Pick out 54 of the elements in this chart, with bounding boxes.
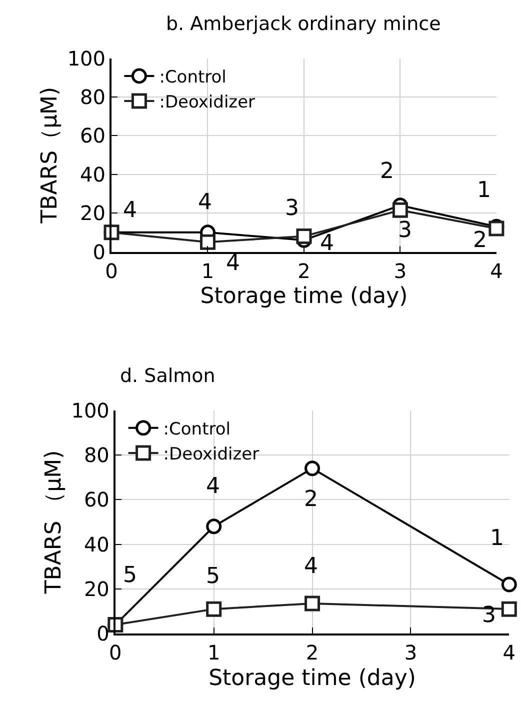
y-tick-label: 80 bbox=[80, 85, 106, 110]
x-tick-label: 3 bbox=[394, 258, 407, 283]
chart-title: d. Salmon bbox=[120, 365, 216, 387]
legend-label: :Deoxidizer bbox=[159, 92, 256, 113]
x-axis-title: Storage time (day) bbox=[208, 666, 416, 692]
point bbox=[501, 601, 517, 617]
point bbox=[392, 202, 408, 218]
chart-title: b. Amberjack ordinary mince bbox=[166, 13, 441, 35]
y-tick-label: 60 bbox=[84, 488, 110, 512]
y-tick-label: 0 bbox=[96, 622, 110, 646]
x-tick-label: 2 bbox=[298, 258, 310, 283]
y-tick-label: 20 bbox=[84, 576, 110, 601]
y-axis-title: TBARS （μM) bbox=[42, 450, 67, 595]
y-axis-title: TBARS（μM) bbox=[38, 86, 63, 224]
legend-label: :Deoxidizer bbox=[163, 444, 260, 465]
x-tick-label: 1 bbox=[201, 258, 214, 283]
annotation: 3 bbox=[482, 603, 496, 628]
annotation: 4 bbox=[198, 190, 212, 215]
annotation: 1 bbox=[477, 178, 491, 203]
y-tick-label: 40 bbox=[80, 162, 106, 186]
point bbox=[296, 228, 312, 244]
point bbox=[200, 234, 216, 250]
annotation: 2 bbox=[304, 487, 318, 512]
annotation: 3 bbox=[398, 218, 412, 243]
legend-label: :Control bbox=[159, 68, 226, 88]
x-tick-label: 2 bbox=[306, 640, 319, 665]
point bbox=[304, 596, 320, 612]
annotation: 4 bbox=[123, 198, 137, 223]
annotation: 2 bbox=[380, 159, 394, 184]
point bbox=[206, 601, 222, 617]
annotation: 2 bbox=[473, 228, 487, 253]
x-tick-label: 3 bbox=[404, 640, 418, 665]
x-tick-label: 1 bbox=[207, 640, 220, 665]
point bbox=[206, 518, 222, 534]
y-tick-label: 60 bbox=[80, 124, 106, 148]
point bbox=[501, 576, 517, 592]
annotation: 4 bbox=[304, 554, 318, 579]
legend-label: :Control bbox=[163, 419, 230, 440]
x-tick-label: 4 bbox=[502, 640, 516, 665]
y-tick-label: 40 bbox=[84, 532, 110, 556]
x-axis-title: Storage time (day) bbox=[200, 284, 408, 310]
x-tick-label: 4 bbox=[490, 258, 503, 283]
y-tick-label: 100 bbox=[71, 398, 110, 422]
annotation: 5 bbox=[206, 564, 220, 589]
annotation: 1 bbox=[490, 526, 504, 551]
annotation: 4 bbox=[206, 474, 220, 499]
y-tick-label: 20 bbox=[80, 201, 106, 226]
point bbox=[304, 460, 320, 476]
annotation: 4 bbox=[320, 231, 334, 256]
y-tick-label: 100 bbox=[67, 46, 106, 70]
annotation: 5 bbox=[123, 563, 137, 588]
y-tick-label: 0 bbox=[92, 240, 106, 264]
annotation: 3 bbox=[285, 196, 299, 221]
y-tick-label: 80 bbox=[84, 442, 110, 467]
